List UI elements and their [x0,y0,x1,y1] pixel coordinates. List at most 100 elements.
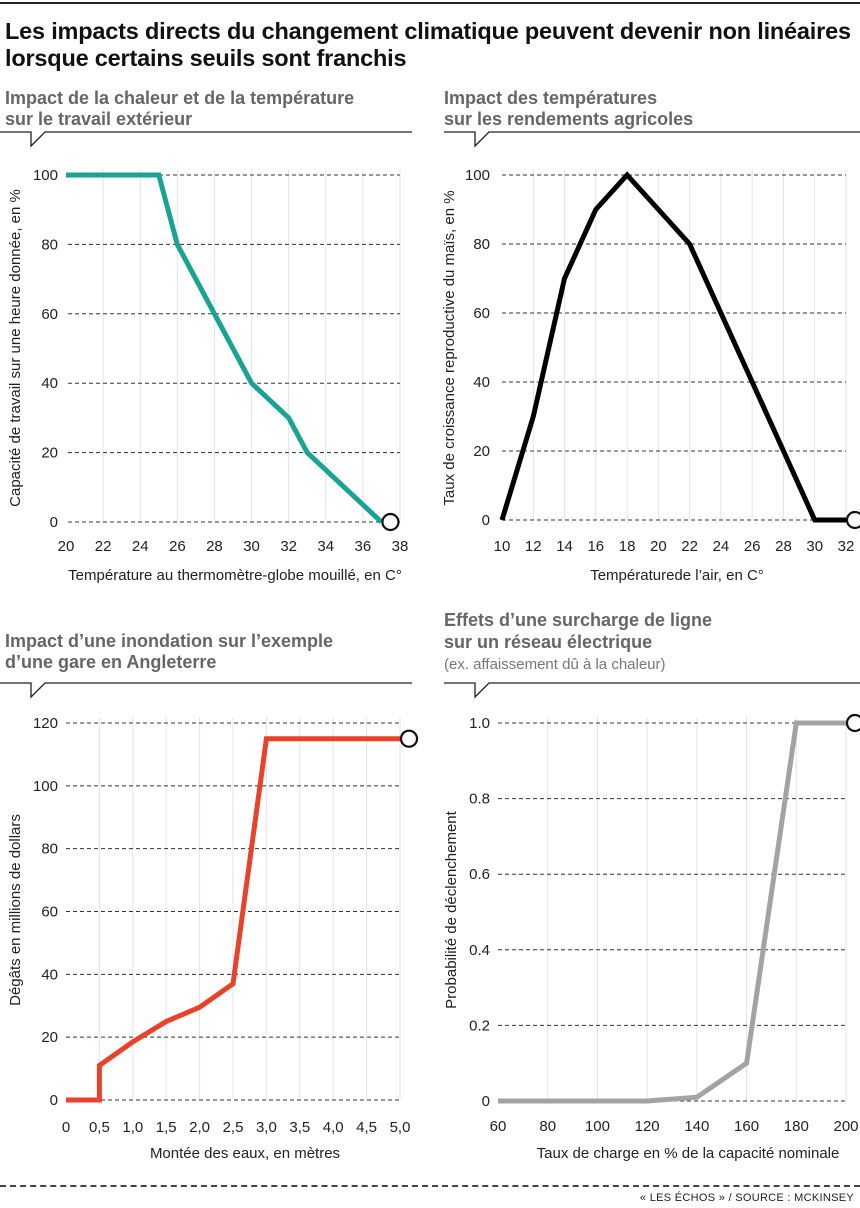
crop-chart-x-tick-label: 26 [744,538,761,555]
labor-chart-series-line [66,172,384,524]
grid-chart-y-tick-label: 0.8 [469,791,490,808]
grid-chart-x-tick-label: 160 [734,1118,759,1135]
flood-chart-x-tick-label: 4,5 [356,1119,377,1136]
grid-chart-x-tick-label: 180 [784,1118,809,1135]
crop-chart-y-tick-label: 0 [482,512,490,529]
grid-chart-x-tick-label: 100 [585,1118,610,1135]
labor-chart-y-tick-label: 60 [41,306,58,323]
labor-chart-x-tick-label: 28 [206,538,223,555]
flood-chart-series-line [66,736,400,1103]
grid-chart-title-rule [444,682,860,699]
flood-chart-title-line-2: d’une gare en Angleterre [5,652,216,672]
grid-chart-y-tick-label: 1.0 [469,715,490,732]
flood-chart-y-tick-label: 0 [50,1092,58,1109]
flood-chart-x-tick-label: 0,5 [89,1119,110,1136]
crop-chart-y-tick-label: 100 [465,167,490,184]
grid-chart-title: Effets d’une surcharge de ligne sur un ré… [444,610,712,652]
page-title: Les impacts directs du changement climat… [5,18,851,71]
labor-chart-end-marker [381,512,400,532]
crop-chart-title-line-2: sur les rendements agricoles [444,109,693,129]
crop-chart-x-axis-label: Températurede l’air, en C° [590,567,764,584]
flood-chart-x-tick-label: 4,0 [323,1119,344,1136]
labor-chart-y-axis-label: Capacité de travail sur une heure donnée… [7,189,24,507]
flood-chart-end-marker [399,729,419,748]
crop-chart-x-tick-label: 28 [775,538,792,555]
labor-chart-y-tick-label: 100 [33,167,58,184]
flood-chart-y-tick-label: 60 [41,904,58,921]
crop-chart-title: Impact des températures sur les rendement… [444,88,693,129]
top-rule [0,2,860,4]
grid-chart-x-tick-label: 120 [635,1118,660,1135]
flood-chart-x-tick-label: 1,0 [122,1119,143,1136]
crop-chart-x-tick-label: 10 [494,538,511,555]
grid-chart-x-tick-label: 80 [539,1118,556,1135]
grid-chart-end-marker [845,713,860,733]
flood-chart-y-tick-label: 20 [41,1029,58,1046]
labor-chart-x-tick-label: 26 [169,538,186,555]
crop-chart-y-tick-label: 40 [473,374,490,391]
grid-chart-series-line [498,720,846,1104]
grid-chart-title-line-1: Effets d’une surcharge de ligne [444,610,712,630]
flood-chart-x-tick-label: 2,0 [189,1119,210,1136]
grid-chart-y-axis-label: Probabilité de déclenchement [443,810,460,1008]
labor-chart-title-rule [0,131,412,148]
crop-chart-title-rule [444,131,860,148]
flood-chart-title-rule [0,682,412,699]
grid-chart-x-axis-label: Taux de charge en % de la capacité nomin… [537,1145,840,1162]
labor-chart-y-tick-label: 40 [41,375,58,392]
crop-chart-x-tick-label: 24 [713,538,730,555]
flood-chart-title-line-1: Impact d’une inondation sur l’exemple [5,631,333,651]
source-note: « LES ÉCHOS » / SOURCE : MCKINSEY [639,1192,854,1204]
flood-chart-x-tick-label: 2,5 [223,1119,244,1136]
crop-chart-title-line-1: Impact des températures [444,88,657,108]
flood-chart-x-tick-label: 3,5 [289,1119,310,1136]
labor-chart-x-tick-label: 30 [243,538,260,555]
flood-chart-title: Impact d’une inondation sur l’exemple d’u… [5,631,333,672]
crop-chart-x-tick-label: 20 [650,538,667,555]
flood-chart: Impact d’une inondation sur l’exemple d’u… [0,631,419,1162]
grid-chart-y-tick-label: 0 [482,1093,490,1110]
crop-chart-y-tick-label: 80 [473,236,490,253]
labor-chart-title-line-2: sur le travail extérieur [5,109,192,129]
labor-chart-title-line-1: Impact de la chaleur et de la températur… [5,88,354,108]
grid-chart: Effets d’une surcharge de ligne sur un ré… [443,610,860,1162]
footer-divider [0,1185,860,1187]
labor-chart-x-tick-label: 34 [317,538,334,555]
crop-chart-x-tick-label: 12 [525,538,542,555]
labor-chart-y-tick-label: 0 [50,514,58,531]
grid-chart-y-tick-label: 0.6 [469,866,490,883]
labor-chart-x-tick-label: 32 [280,538,297,555]
flood-chart-x-tick-label: 0 [62,1119,70,1136]
labor-chart-x-tick-label: 22 [95,538,112,555]
labor-chart-title: Impact de la chaleur et de la températur… [5,88,354,129]
flood-chart-x-tick-label: 3,0 [256,1119,277,1136]
crop-chart-series-line [499,171,846,523]
flood-chart-y-tick-label: 120 [33,715,58,732]
labor-chart-y-tick-label: 80 [41,236,58,253]
grid-chart-y-tick-label: 0.2 [469,1017,490,1034]
flood-chart-y-tick-label: 80 [41,841,58,858]
labor-chart-x-tick-label: 36 [355,538,372,555]
crop-chart-x-tick-label: 14 [556,538,573,555]
grid-chart-x-tick-label: 140 [684,1118,709,1135]
crop-chart-end-marker [845,510,860,530]
crop-chart-y-axis-label: Taux de croissance reproductive du maïs,… [441,190,458,505]
grid-chart-y-tick-label: 0.4 [469,942,490,959]
labor-chart-y-tick-label: 20 [41,445,58,462]
grid-chart-x-tick-label: 200 [833,1118,858,1135]
labor-chart-x-tick-label: 20 [58,538,75,555]
crop-chart-x-tick-label: 30 [806,538,823,555]
flood-chart-y-axis-label: Dégâts en millions de dollars [7,814,24,1006]
flood-chart-y-tick-label: 40 [41,966,58,983]
labor-chart-x-axis-label: Température au thermomètre-globe mouillé… [68,567,402,584]
flood-chart-y-tick-label: 100 [33,778,58,795]
crop-chart-x-tick-label: 32 [838,538,855,555]
labor-chart: Impact de la chaleur et de la températur… [0,88,412,584]
grid-chart-x-tick-label: 60 [490,1118,507,1135]
labor-chart-x-tick-label: 38 [392,538,409,555]
labor-chart-x-tick-label: 24 [132,538,149,555]
grid-chart-title-line-2: sur un réseau électrique [444,632,652,652]
crop-chart-y-tick-label: 60 [473,305,490,322]
grid-chart-subtitle: (ex. affaissement dû à la chaleur) [444,656,666,673]
